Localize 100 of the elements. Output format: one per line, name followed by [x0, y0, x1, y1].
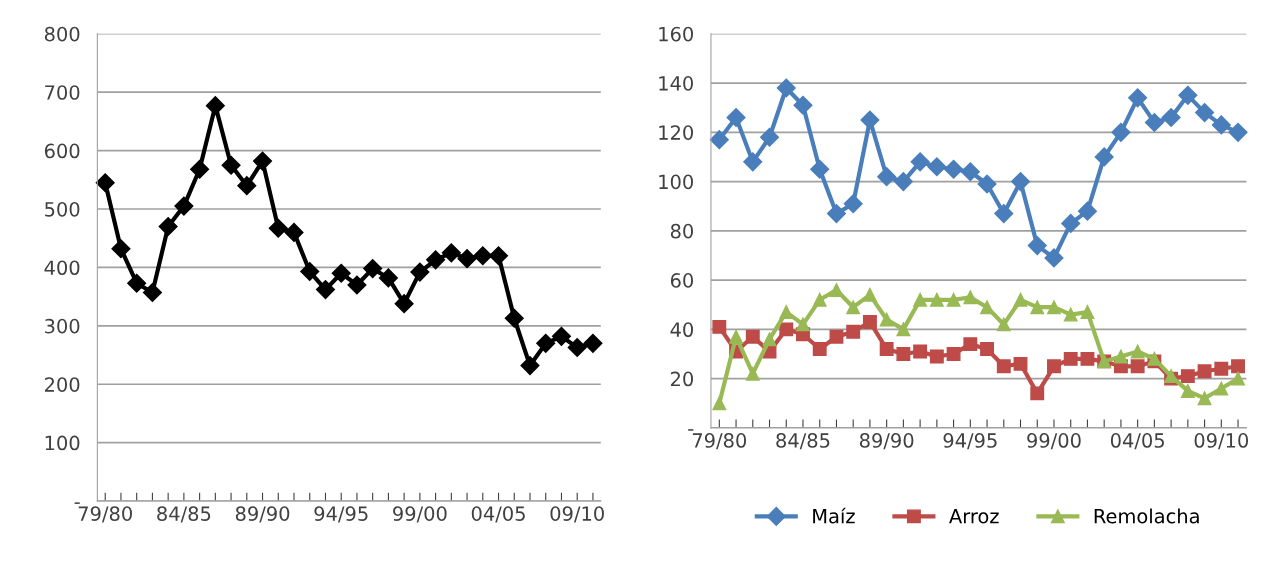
point: [1214, 381, 1229, 396]
point: [1113, 349, 1128, 364]
point: [810, 159, 830, 179]
point: [174, 196, 194, 216]
point: [95, 173, 115, 193]
point: [1195, 103, 1215, 123]
y-tick-label: 200: [45, 377, 80, 392]
x-tick-label: 99/00: [393, 506, 447, 523]
point: [315, 280, 336, 300]
point: [142, 283, 162, 303]
point: [996, 317, 1011, 332]
point: [1197, 391, 1212, 406]
point: [536, 333, 556, 353]
point: [812, 292, 827, 307]
point: [846, 324, 861, 339]
point: [893, 172, 913, 192]
point: [1080, 351, 1095, 366]
point: [712, 396, 727, 411]
point: [1013, 292, 1028, 307]
point: [1180, 383, 1195, 398]
point: [743, 152, 763, 172]
point: [300, 261, 320, 282]
y-tick-label: 500: [45, 201, 80, 217]
point: [363, 259, 383, 279]
point: [994, 204, 1014, 224]
point: [347, 275, 367, 295]
y-tick-label: 100: [45, 435, 80, 451]
point: [913, 344, 928, 359]
point: [473, 246, 493, 266]
point: [829, 282, 844, 297]
y-tick-label: 40: [670, 322, 693, 338]
point: [1144, 112, 1164, 132]
point: [1228, 122, 1248, 142]
point: [426, 250, 446, 270]
point: [1214, 361, 1229, 376]
x-tick-label: 94/95: [943, 433, 997, 450]
point: [1197, 364, 1212, 379]
y-tick-label: -: [74, 502, 80, 504]
point: [879, 312, 894, 327]
y-tick-label: 160: [659, 26, 693, 42]
point: [927, 157, 947, 177]
point: [1080, 305, 1095, 320]
y-tick-label: 400: [44, 260, 80, 276]
point: [190, 159, 210, 179]
legend-label: Arroz: [949, 509, 999, 524]
point: [843, 194, 863, 214]
point: [457, 249, 477, 269]
x-tick-label: 84/85: [157, 506, 211, 523]
point: [394, 294, 414, 314]
point: [284, 222, 304, 242]
point: [963, 337, 978, 352]
point: [812, 342, 827, 357]
point: [1231, 371, 1245, 386]
y-tick-label: 600: [44, 143, 80, 159]
y-tick-label: 100: [659, 174, 693, 190]
legend-label: Remolacha: [1094, 508, 1199, 524]
x-tick-label: 99/00: [1027, 433, 1081, 450]
point: [551, 326, 571, 346]
point: [331, 263, 351, 283]
point: [745, 366, 760, 381]
point: [1180, 369, 1195, 384]
point: [862, 287, 877, 302]
x-tick-label: 04/05: [471, 506, 525, 523]
x-tick-label: 79/80: [692, 433, 747, 450]
x-tick-label: 04/05: [1110, 433, 1164, 450]
y-tick-label: 300: [45, 318, 80, 334]
point: [910, 152, 930, 172]
point: [980, 300, 994, 315]
point: [929, 349, 944, 364]
point: [1044, 248, 1064, 268]
y-tick-label: 20: [670, 371, 693, 387]
point: [946, 347, 961, 361]
point: [729, 329, 743, 344]
point: [520, 356, 540, 376]
point: [796, 317, 810, 332]
point: [1063, 351, 1078, 366]
point: [879, 342, 894, 357]
point: [946, 292, 961, 307]
point: [1010, 172, 1031, 192]
point: [826, 204, 846, 224]
point: [1094, 147, 1114, 167]
point: [158, 217, 178, 237]
point: [253, 151, 273, 171]
x-tick-label: 84/85: [776, 433, 830, 450]
y-tick-label: -: [688, 429, 694, 431]
point: [896, 347, 911, 361]
point: [1047, 359, 1061, 374]
point: [779, 322, 794, 337]
point: [996, 359, 1011, 374]
point: [1178, 85, 1198, 105]
point: [913, 292, 928, 307]
point: [1027, 236, 1047, 256]
point: [1061, 213, 1081, 233]
point: [726, 107, 746, 128]
x-tick-label: 94/95: [314, 506, 368, 523]
y-tick-label: 120: [659, 125, 693, 140]
point: [846, 300, 861, 315]
point: [980, 342, 994, 357]
point: [829, 329, 844, 344]
point: [1030, 300, 1045, 315]
